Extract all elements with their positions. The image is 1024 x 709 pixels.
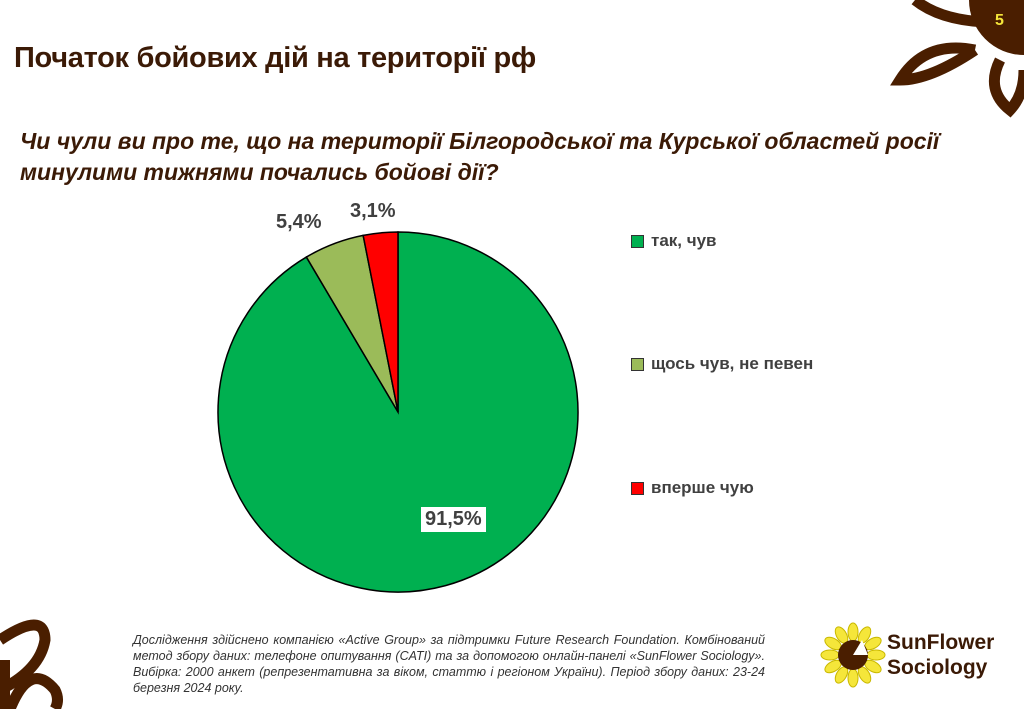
legend-swatch — [631, 481, 644, 495]
legend-item-unsure: щось чув, не певен — [631, 354, 813, 374]
data-label-yes: 91,5% — [421, 507, 486, 532]
page-title: Початок бойових дій на території рф — [14, 42, 536, 74]
logo-petal — [866, 649, 886, 661]
methodology-footnote: Дослідження здійснено компанією «Active … — [133, 633, 765, 695]
legend-label: вперше чую — [651, 478, 754, 497]
flower-decoration-bottom-left — [0, 619, 63, 709]
legend-swatch — [631, 357, 644, 371]
logo-line-1: SunFlower — [887, 631, 995, 654]
legend-item-yes: так, чув — [631, 231, 717, 251]
legend-label: щось чув, не певен — [651, 354, 814, 373]
data-label-first-time: 3,1% — [350, 200, 396, 222]
survey-question: Чи чули ви про те, що на території Білго… — [20, 128, 940, 185]
logo-line-2: Sociology — [887, 656, 988, 679]
legend-label: так, чув — [651, 231, 717, 250]
legend-swatch — [631, 234, 644, 248]
data-label-unsure: 5,4% — [276, 211, 322, 233]
sunflower-logo-icon — [820, 622, 886, 688]
logo-petal — [847, 622, 859, 642]
logo-petal — [847, 668, 859, 688]
logo-text: SunFlower Sociology — [887, 630, 994, 680]
pie-slice-first-time — [362, 231, 399, 413]
legend-item-first-time: вперше чую — [631, 478, 754, 498]
page-number: 5 — [995, 12, 1004, 29]
flower-decoration-top-right — [890, 0, 1024, 118]
logo-petal — [820, 649, 840, 661]
